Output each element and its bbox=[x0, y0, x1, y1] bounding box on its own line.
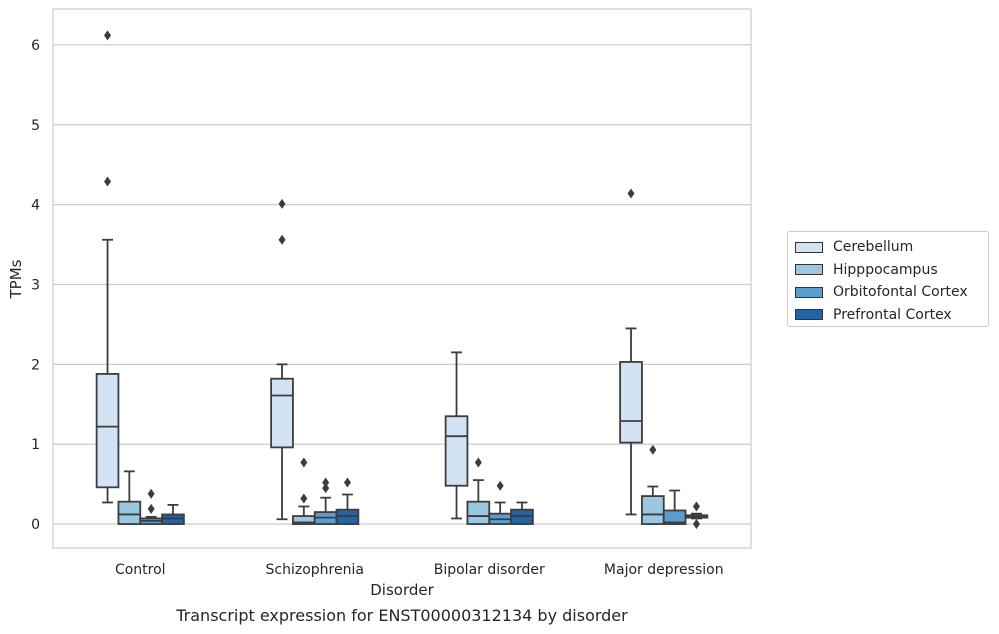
outlier-marker bbox=[649, 444, 657, 455]
box-1-3 bbox=[335, 477, 360, 525]
outlier-marker bbox=[104, 176, 112, 187]
box-0-0 bbox=[95, 30, 120, 504]
box-0-1 bbox=[117, 470, 142, 525]
legend-item-orbitofrontal: Orbitofontal Cortex bbox=[792, 281, 988, 304]
legend-label: Hipppocampus bbox=[833, 261, 938, 278]
outlier-marker bbox=[692, 519, 700, 530]
box-2-3 bbox=[510, 501, 534, 525]
legend-swatch bbox=[795, 286, 823, 298]
y-tick-label: 3 bbox=[31, 277, 40, 293]
outlier-marker bbox=[496, 480, 504, 491]
x-tick-label: Major depression bbox=[604, 562, 724, 578]
y-tick-label: 1 bbox=[31, 437, 40, 453]
legend-swatch bbox=[795, 309, 823, 321]
y-axis-label: TPMs bbox=[7, 259, 25, 299]
outlier-marker bbox=[278, 234, 286, 245]
gridlines bbox=[53, 44, 751, 525]
box-body bbox=[270, 377, 294, 449]
box-3-0 bbox=[619, 188, 643, 516]
box-1-1 bbox=[292, 457, 316, 525]
legend-label: Prefrontal Cortex bbox=[833, 306, 952, 323]
box-1-0 bbox=[270, 198, 294, 521]
outlier-marker bbox=[322, 477, 330, 488]
outlier-marker bbox=[300, 457, 308, 468]
outlier-marker bbox=[300, 493, 308, 504]
legend-swatch bbox=[795, 241, 823, 253]
box-body bbox=[466, 500, 491, 525]
box-3-3 bbox=[684, 501, 709, 530]
legend-label: Cerebellum bbox=[833, 239, 914, 256]
box-2-1 bbox=[466, 457, 491, 525]
box-body bbox=[444, 415, 469, 487]
outlier-marker bbox=[147, 488, 155, 499]
outlier-marker bbox=[627, 188, 635, 199]
outlier-marker bbox=[343, 477, 351, 488]
y-tick-label: 4 bbox=[31, 198, 40, 214]
legend-swatch bbox=[795, 264, 823, 276]
legend: Cerebellum Hipppocampus Orbitofontal Cor… bbox=[787, 231, 989, 327]
box-3-1 bbox=[641, 444, 665, 525]
figure-caption: Transcript expression for ENST0000031213… bbox=[176, 606, 628, 625]
box-3-2 bbox=[662, 489, 687, 525]
y-tick-label: 2 bbox=[31, 357, 40, 373]
outlier-marker bbox=[278, 198, 286, 209]
y-tick-label: 5 bbox=[31, 118, 40, 134]
outlier-marker bbox=[104, 30, 112, 41]
y-tick-labels: 0 1 2 3 4 5 6 bbox=[31, 38, 40, 533]
box-body bbox=[619, 361, 643, 444]
y-tick-label: 0 bbox=[31, 517, 40, 533]
outlier-marker bbox=[474, 457, 482, 468]
legend-label: Orbitofontal Cortex bbox=[833, 284, 968, 301]
box-2-2 bbox=[488, 480, 512, 525]
plot-frame bbox=[52, 8, 752, 549]
outlier-marker bbox=[147, 503, 155, 514]
x-tick-labels: Control Schizophrenia Bipolar disorder Majo… bbox=[115, 562, 724, 578]
x-tick-label: Bipolar disorder bbox=[434, 562, 545, 578]
legend-item-hippocampus: Hipppocampus bbox=[792, 259, 988, 282]
box-0-3 bbox=[161, 503, 185, 525]
x-tick-label: Control bbox=[115, 562, 166, 578]
outlier-marker bbox=[692, 501, 700, 512]
legend-item-prefrontal: Prefrontal Cortex bbox=[792, 304, 988, 327]
box-marks bbox=[95, 30, 709, 530]
box-2-0 bbox=[444, 351, 469, 520]
box-1-2 bbox=[313, 477, 338, 525]
box-0-2 bbox=[139, 488, 163, 525]
box-body bbox=[641, 495, 665, 525]
legend-item-cerebellum: Cerebellum bbox=[792, 236, 988, 259]
outlier-marker bbox=[322, 483, 330, 494]
x-axis-label: Disorder bbox=[370, 581, 434, 599]
box-body bbox=[117, 500, 142, 525]
x-tick-label: Schizophrenia bbox=[266, 562, 364, 578]
box-body bbox=[95, 373, 120, 489]
y-tick-label: 6 bbox=[31, 38, 40, 54]
